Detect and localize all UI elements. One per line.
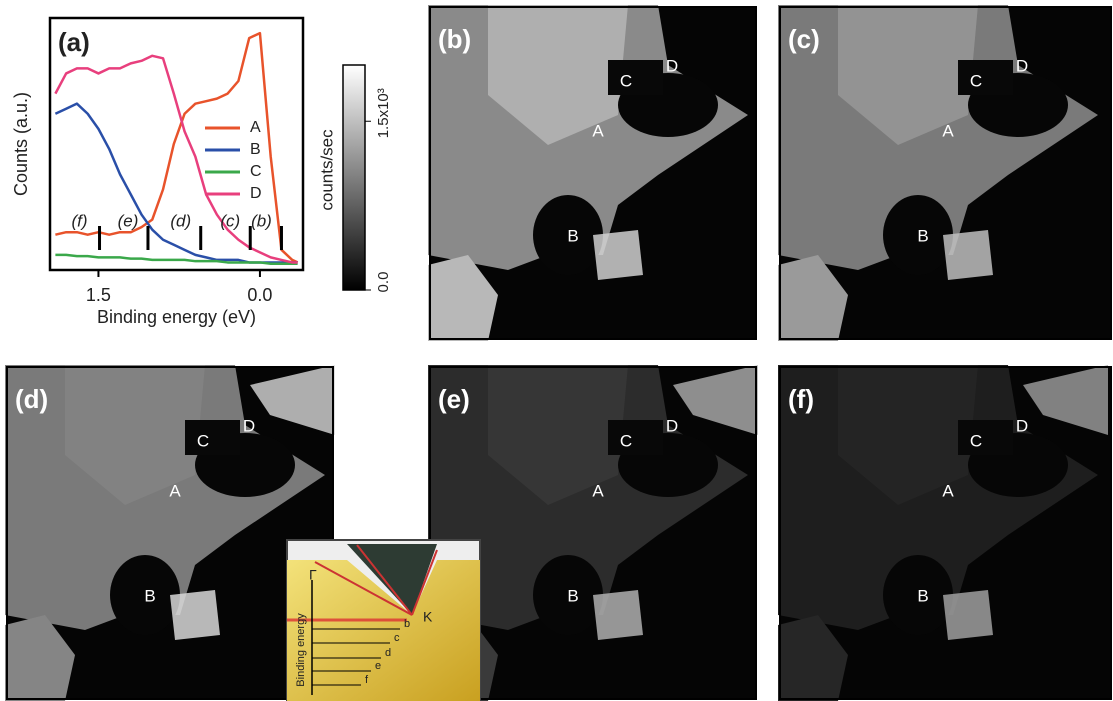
colorbar-label: counts/sec — [317, 129, 336, 211]
region-c-dark — [958, 60, 1013, 95]
inset-label: d — [385, 647, 391, 659]
region-label: B — [567, 226, 578, 245]
region-label: A — [942, 121, 954, 140]
series-line — [55, 255, 297, 264]
chart-title: (a) — [58, 27, 90, 57]
legend-label: D — [250, 185, 262, 202]
inset-label: Γ — [309, 567, 317, 583]
region-label: A — [942, 481, 954, 500]
region-c-dark — [185, 420, 240, 455]
bright-patch — [593, 590, 643, 640]
inset-label: e — [375, 660, 381, 672]
region-label: D — [1016, 56, 1028, 75]
region-c-dark — [958, 420, 1013, 455]
region-label: C — [620, 431, 632, 450]
region-label: C — [197, 431, 209, 450]
inset-label: c — [394, 632, 400, 644]
region-label: C — [970, 431, 982, 450]
image-panel: (f) A B C D — [778, 365, 1113, 701]
figure: (a) Counts (a.u.) Binding energy (eV)1.5 0.… — [0, 0, 1113, 701]
region-label: C — [620, 71, 632, 90]
region-c-dark — [608, 60, 663, 95]
bright-patch — [170, 590, 220, 640]
x-tick-label: 1.5 — [86, 285, 111, 305]
region-label: D — [1016, 416, 1028, 435]
inset-axis-label: Binding energy — [295, 613, 307, 687]
region-label: A — [169, 481, 181, 500]
region-label: B — [917, 586, 928, 605]
region-label: D — [666, 56, 678, 75]
energy-marker-label: (e) — [118, 211, 139, 230]
bright-patch — [943, 230, 993, 280]
series-line — [55, 56, 297, 263]
x-tick-label: 0.0 — [247, 285, 272, 305]
bright-patch — [593, 230, 643, 280]
legend-label: B — [250, 141, 261, 158]
region-label: B — [917, 226, 928, 245]
image-panel: (c) A B C D — [778, 5, 1113, 341]
x-axis-label: Binding energy (eV) — [97, 307, 256, 327]
energy-marker-label: (d) — [170, 211, 191, 230]
inset-label: b — [404, 618, 410, 630]
bright-patch — [943, 590, 993, 640]
legend-label: A — [250, 119, 261, 136]
y-axis-label: Counts (a.u.) — [11, 92, 31, 196]
image-panel: (d) A B C D — [5, 365, 335, 701]
region-label: B — [567, 586, 578, 605]
colorbar — [343, 65, 365, 290]
panel-label: (d) — [15, 384, 48, 414]
energy-marker-label: (b) — [251, 211, 272, 230]
panel-label: (f) — [788, 384, 814, 414]
region-label: B — [144, 586, 155, 605]
region-c-dark — [608, 420, 663, 455]
region-label: A — [592, 481, 604, 500]
region-label: C — [970, 71, 982, 90]
region-label: A — [592, 121, 604, 140]
region-label: D — [243, 416, 255, 435]
colorbar-tick-label: 0.0 — [375, 272, 392, 293]
image-panel: (b) A B C D — [428, 5, 758, 341]
inset-label: K — [423, 609, 433, 625]
region-label: D — [666, 416, 678, 435]
colorbar-tick-label: 1.5x10³ — [375, 88, 392, 138]
energy-marker-label: (f) — [71, 211, 87, 230]
panel-label: (c) — [788, 24, 820, 54]
energy-marker-label: (c) — [220, 211, 240, 230]
panel-label: (b) — [438, 24, 471, 54]
legend-label: C — [250, 163, 262, 180]
series-line — [55, 104, 297, 263]
panel-label: (e) — [438, 384, 470, 414]
